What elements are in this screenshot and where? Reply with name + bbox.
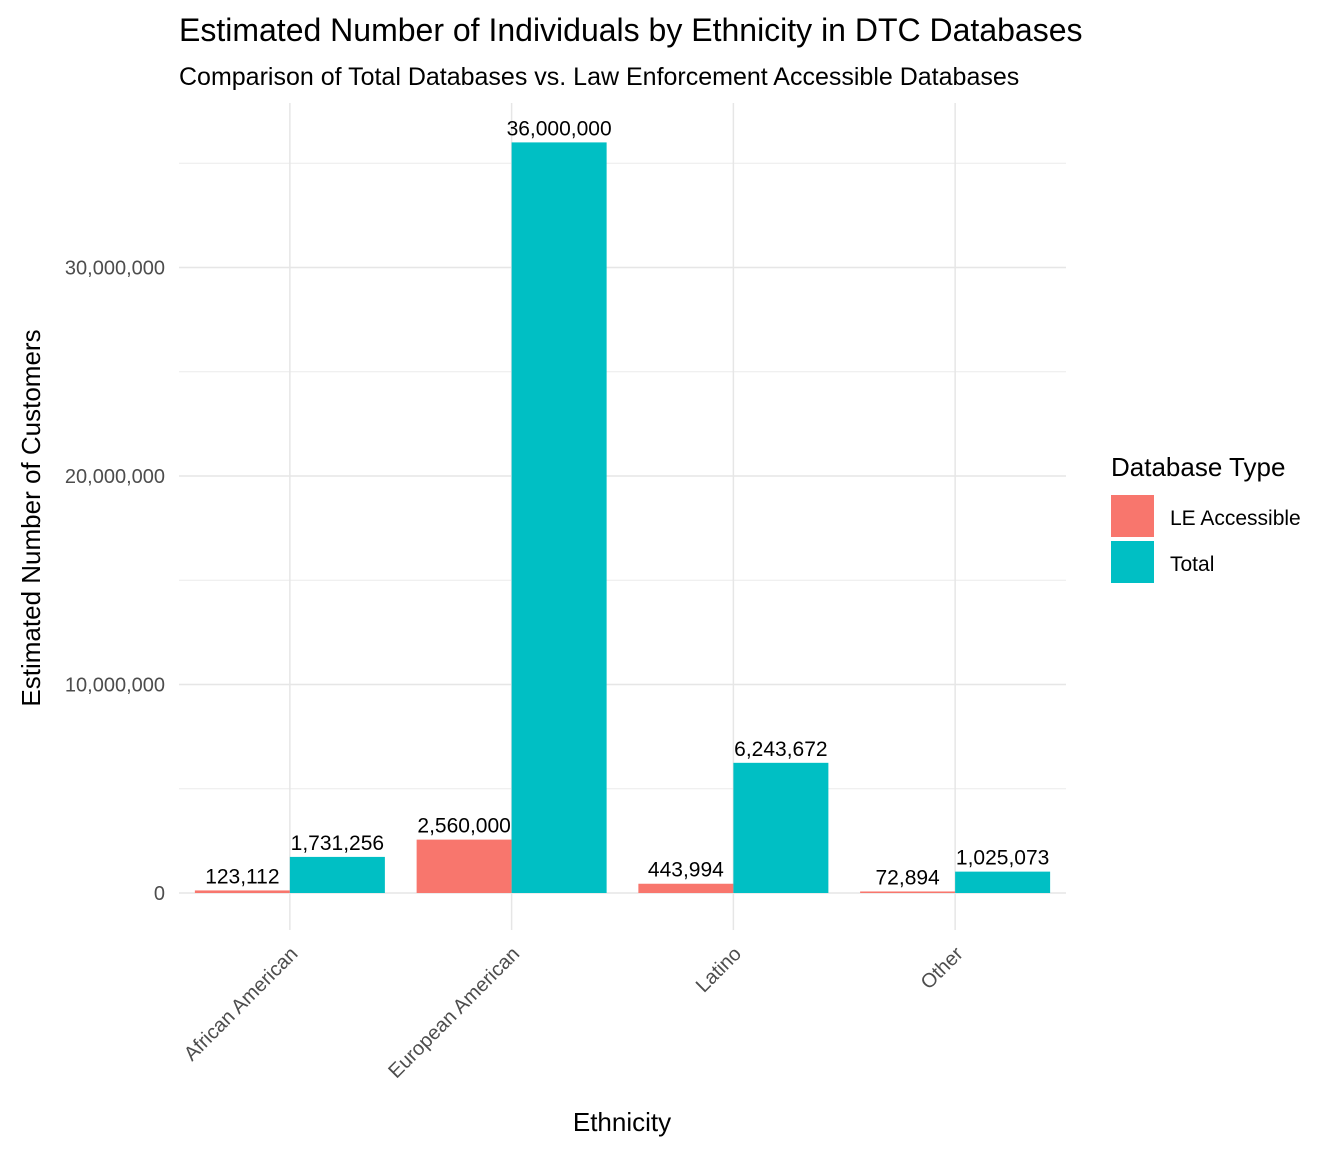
bar-total bbox=[733, 762, 829, 893]
data-label: 2,560,000 bbox=[417, 815, 510, 838]
data-label: 6,243,672 bbox=[734, 738, 827, 761]
data-label: 1,025,073 bbox=[956, 847, 1049, 870]
data-label: 123,112 bbox=[205, 865, 279, 888]
y-axis-title: Estimated Number of Customers bbox=[16, 329, 46, 706]
bar-le-accessible bbox=[638, 883, 734, 893]
bar-le-accessible bbox=[416, 839, 512, 893]
data-label: 443,994 bbox=[648, 859, 724, 882]
bar-total bbox=[955, 871, 1051, 893]
y-tick-label: 0 bbox=[154, 883, 165, 905]
data-labels: 123,112 2,560,000 443,994 72,894 1,731,256 36… bbox=[205, 117, 1049, 889]
data-label: 36,000,000 bbox=[507, 117, 612, 140]
x-tick-label: African American bbox=[180, 943, 302, 1065]
y-tick-label: 10,000,000 bbox=[65, 675, 165, 697]
legend-label-le-accessible: LE Accessible bbox=[1170, 507, 1301, 530]
x-axis-title: Ethnicity bbox=[573, 1107, 671, 1137]
legend-swatch-total bbox=[1111, 541, 1154, 583]
x-tick-label: Latino bbox=[692, 943, 746, 997]
legend: Database Type LE Accessible Total bbox=[1111, 452, 1301, 583]
bars bbox=[194, 142, 1051, 893]
grid-layer bbox=[179, 103, 1066, 930]
x-tick-label: Other bbox=[917, 943, 968, 994]
legend-title: Database Type bbox=[1111, 452, 1285, 482]
bar-total bbox=[511, 142, 607, 893]
legend-label-total: Total bbox=[1170, 553, 1214, 576]
bar-total bbox=[289, 856, 385, 893]
chart-title: Estimated Number of Individuals by Ethni… bbox=[179, 12, 1083, 48]
bar-le-accessible bbox=[194, 890, 290, 893]
chart-subtitle: Comparison of Total Databases vs. Law En… bbox=[179, 63, 1019, 91]
y-tick-label: 20,000,000 bbox=[65, 466, 165, 488]
data-label: 1,731,256 bbox=[291, 832, 384, 855]
y-tick-label: 30,000,000 bbox=[65, 258, 165, 280]
legend-swatch-le-accessible bbox=[1111, 495, 1154, 537]
bar-le-accessible bbox=[860, 891, 956, 893]
x-tick-label: European American bbox=[384, 943, 524, 1083]
data-label: 72,894 bbox=[876, 866, 941, 889]
